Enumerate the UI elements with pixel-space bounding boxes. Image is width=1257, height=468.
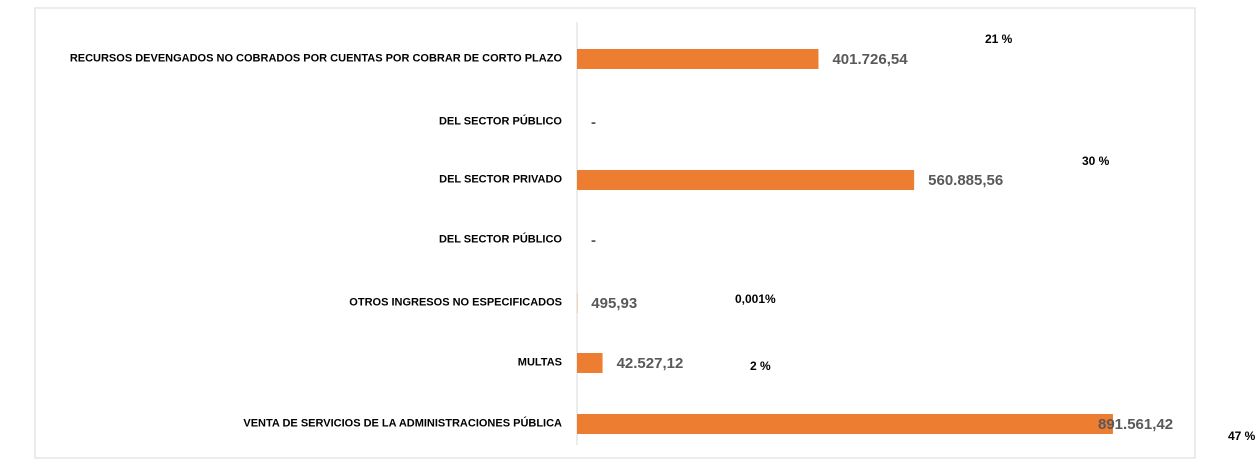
value-label: - xyxy=(591,232,596,249)
category-label: RECURSOS DEVENGADOS NO COBRADOS POR CUEN… xyxy=(69,52,562,65)
chart-frame xyxy=(34,7,1196,459)
value-label: 495,93 xyxy=(591,295,637,312)
value-label: 891.561,42 xyxy=(1098,416,1173,433)
bar xyxy=(577,353,603,373)
value-label: 42.527,12 xyxy=(617,355,684,372)
percent-label: 2 % xyxy=(750,359,771,373)
category-label: MULTAS xyxy=(517,356,562,369)
category-label: DEL SECTOR PÚBLICO xyxy=(438,115,562,128)
value-label: 401.726,54 xyxy=(832,51,908,68)
category-label: DEL SECTOR PRIVADO xyxy=(439,173,562,186)
percent-label: 30 % xyxy=(1082,154,1110,168)
percent-label: 0,001% xyxy=(735,292,776,306)
category-label: OTROS INGRESOS NO ESPECIFICADOS xyxy=(349,296,562,309)
bar xyxy=(577,49,819,69)
bar xyxy=(577,170,915,190)
percent-label: 47 % xyxy=(1228,429,1256,443)
value-label: - xyxy=(591,114,596,131)
value-label: 560.885,56 xyxy=(928,172,1003,189)
bar xyxy=(577,414,1113,434)
category-label: DEL SECTOR PÚBLICO xyxy=(438,233,562,246)
category-label: VENTA DE SERVICIOS DE LA ADMINISTRACIONE… xyxy=(243,417,562,430)
percent-label: 21 % xyxy=(985,32,1013,46)
